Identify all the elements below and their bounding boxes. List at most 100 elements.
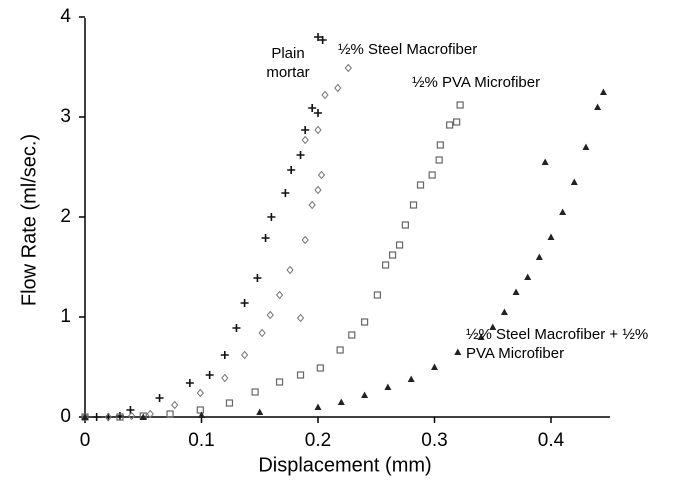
x-tick-label: 0.2 (305, 430, 331, 451)
series-label: ½% PVA Microfiber (412, 74, 541, 91)
point (225, 399, 234, 407)
point (287, 166, 296, 174)
point (308, 200, 316, 210)
point (409, 201, 418, 209)
point (535, 253, 543, 260)
point (336, 346, 344, 354)
point (116, 413, 124, 421)
x-tick-label: 0 (80, 430, 91, 451)
point (81, 413, 89, 420)
point (127, 411, 136, 421)
point (261, 234, 270, 242)
point (547, 233, 555, 240)
point (435, 156, 443, 164)
point (384, 383, 392, 390)
point (296, 371, 305, 379)
x-tick-label: 0.3 (421, 430, 447, 451)
point (198, 411, 205, 418)
point (317, 170, 326, 180)
point (166, 410, 174, 418)
point (314, 185, 322, 195)
point (361, 391, 369, 398)
point (489, 323, 497, 330)
point (185, 379, 194, 387)
point (258, 328, 266, 338)
point (308, 104, 317, 112)
point (126, 406, 135, 414)
point (139, 413, 147, 420)
point (594, 103, 602, 110)
point (316, 364, 324, 372)
point (334, 83, 342, 93)
point (456, 101, 464, 109)
point (361, 318, 369, 326)
point (401, 221, 409, 229)
point (275, 290, 284, 300)
point (407, 375, 415, 382)
x-tick-label: 0.4 (538, 430, 565, 451)
point (240, 299, 249, 307)
point (453, 118, 461, 126)
point (104, 412, 112, 422)
point (266, 310, 274, 320)
y-axis-title: Flow Rate (ml/sec.) (18, 134, 40, 306)
point (318, 36, 327, 44)
point (196, 388, 204, 398)
point (267, 213, 276, 221)
point (477, 333, 485, 340)
point (500, 308, 508, 315)
point (388, 251, 397, 259)
point (431, 363, 438, 370)
point (428, 171, 436, 179)
point (296, 313, 305, 323)
point (395, 241, 404, 249)
x-axis-title: Displacement (mm) (258, 454, 431, 476)
point (524, 273, 532, 280)
y-tick-label: 0 (60, 406, 71, 427)
point (301, 235, 309, 245)
point (570, 178, 578, 185)
point (205, 371, 214, 379)
point (221, 373, 229, 383)
point (275, 378, 284, 386)
point (512, 288, 520, 295)
point (559, 208, 567, 215)
point (256, 408, 264, 415)
x-tick-label: 0.1 (188, 430, 214, 451)
point (599, 88, 607, 95)
series-label: ½% Steel Macrofiber + ½% PVA Microfiber (466, 326, 649, 362)
point (146, 409, 154, 419)
point (454, 348, 462, 355)
point (321, 90, 329, 100)
point (301, 126, 310, 134)
point (251, 388, 259, 396)
point (416, 181, 425, 189)
point (155, 394, 164, 402)
point (314, 125, 322, 135)
y-tick-label: 3 (60, 106, 71, 127)
point (381, 261, 390, 269)
point (344, 63, 352, 73)
point (301, 135, 309, 145)
point (373, 291, 382, 299)
point (92, 413, 101, 421)
y-tick-label: 2 (60, 206, 71, 227)
point (286, 265, 294, 275)
point (436, 141, 444, 149)
y-tick-label: 4 (60, 6, 71, 27)
point (348, 331, 356, 339)
series-label: Plain mortar (266, 45, 310, 81)
point (220, 351, 229, 359)
point (582, 143, 590, 150)
point (337, 398, 345, 405)
point (281, 189, 290, 197)
point (240, 350, 249, 360)
point (253, 274, 262, 282)
point (314, 109, 322, 117)
point (314, 33, 322, 41)
point (196, 406, 204, 414)
point (296, 151, 305, 159)
point (541, 158, 549, 165)
